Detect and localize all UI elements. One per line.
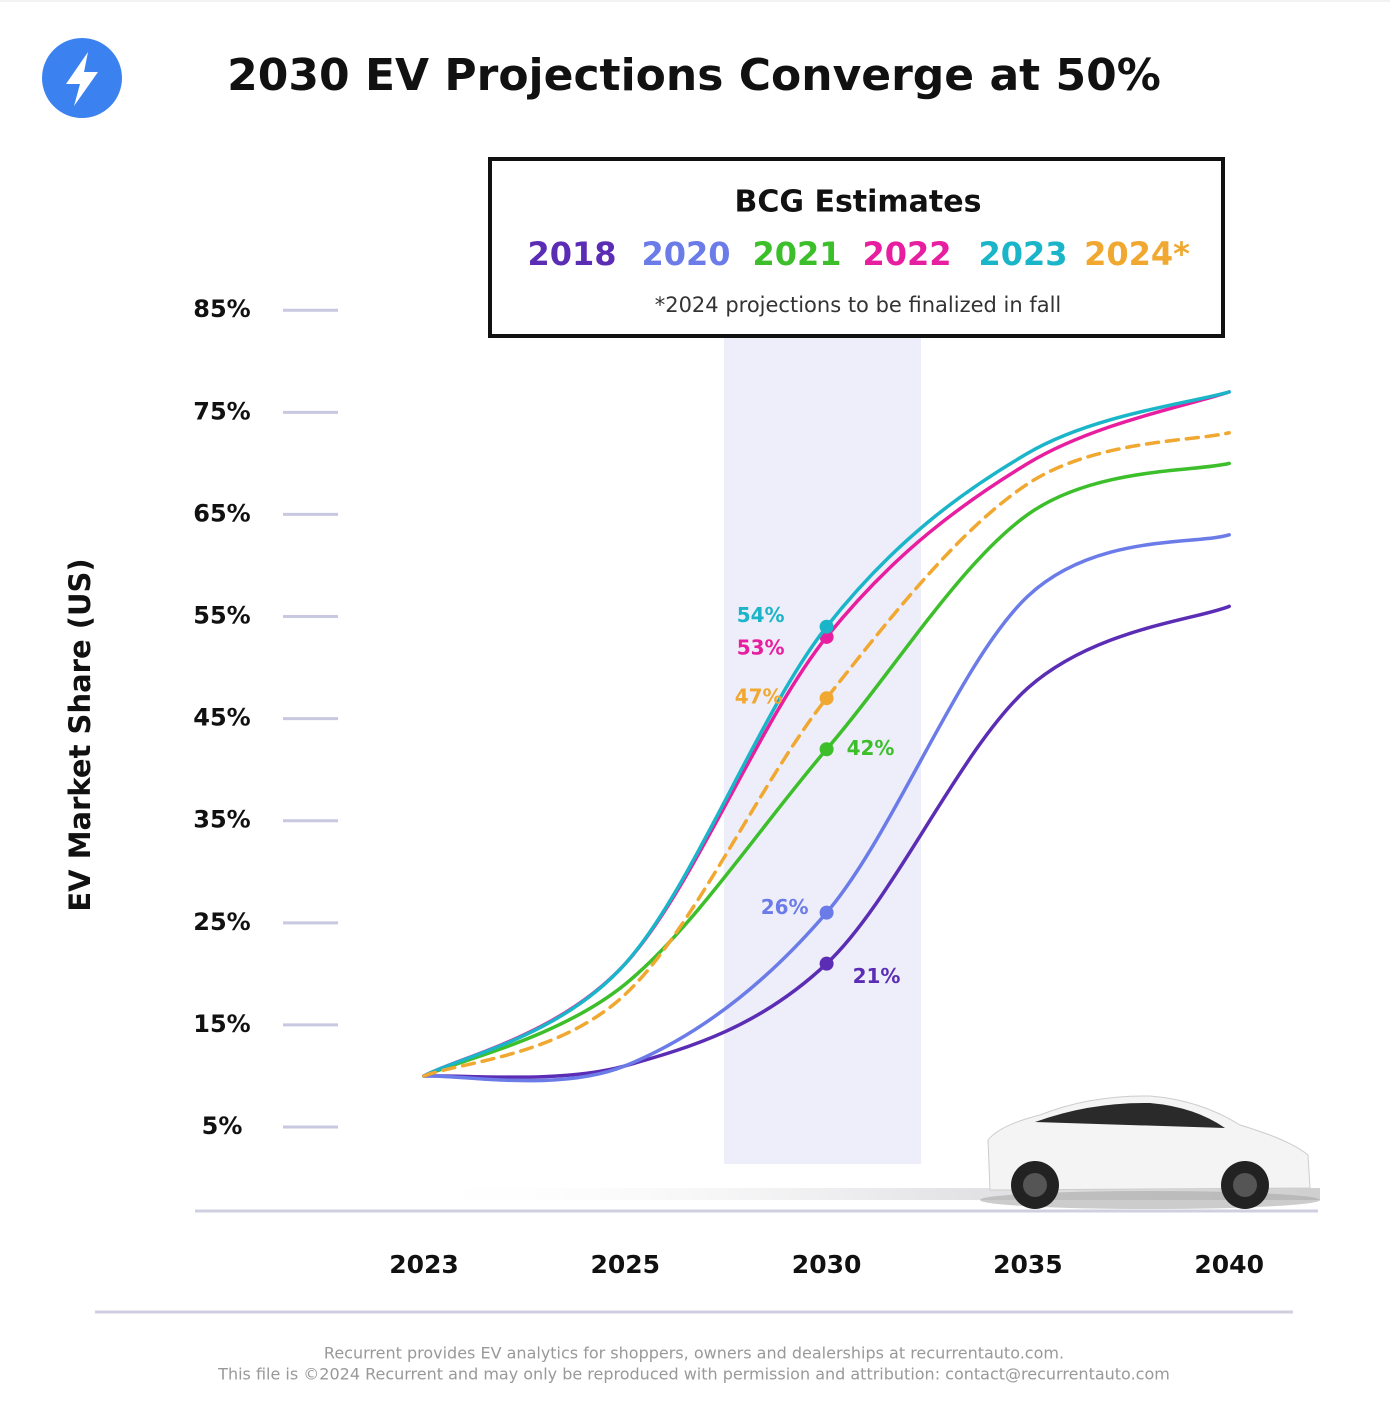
footer-line: Recurrent provides EV analytics for shop… [324, 1344, 1064, 1363]
x-tick-label: 2035 [993, 1250, 1063, 1279]
car [980, 1095, 1320, 1209]
y-tick-label: 75% [193, 397, 250, 425]
series-line [422, 430, 1231, 1078]
legend-entry: 2020 [641, 235, 730, 273]
chart-title: 2030 EV Projections Converge at 50% [227, 50, 1161, 101]
legend-entry: 2022 [862, 235, 951, 273]
series-line [422, 604, 1231, 1079]
y-tick-label: 65% [193, 499, 250, 527]
data-label: 42% [847, 736, 895, 760]
data-point [819, 956, 834, 971]
data-point [819, 905, 834, 920]
legend-entry: 2023 [978, 235, 1067, 273]
data-point [819, 619, 834, 634]
data-label: 53% [737, 635, 785, 659]
y-tick-label: 15% [193, 1010, 250, 1038]
data-point [819, 691, 834, 706]
data-label: 54% [737, 603, 785, 627]
legend-title: BCG Estimates [735, 185, 982, 220]
legend-entry: 2018 [527, 235, 616, 273]
x-tick-label: 2040 [1194, 1250, 1264, 1279]
data-label: 47% [735, 685, 783, 709]
legend [488, 157, 1225, 338]
plot-area: 21% 26% 42% 53% 54% 47% [422, 390, 1231, 1083]
y-tick-label: 55% [193, 602, 250, 630]
data-point [819, 742, 834, 757]
y-tick-label: 45% [193, 704, 250, 732]
y-axis-label: EV Market Share (US) [63, 558, 97, 911]
footer-line: This file is ©2024 Recurrent and may onl… [217, 1365, 1170, 1384]
x-tick-label: 2030 [792, 1250, 862, 1279]
data-label: 21% [853, 964, 901, 988]
y-tick-label: 5% [202, 1112, 243, 1140]
data-label: 26% [761, 895, 809, 919]
y-tick-label: 85% [193, 295, 250, 323]
y-tick-label: 25% [193, 908, 250, 936]
series-line [422, 390, 1231, 1078]
legend-note: *2024 projections to be finalized in fal… [655, 293, 1062, 317]
y-tick-label: 35% [193, 806, 250, 834]
legend-entry: 2024* [1084, 235, 1190, 273]
series-line [422, 533, 1231, 1083]
x-tick-label: 2023 [389, 1250, 459, 1279]
logo [42, 38, 122, 118]
x-tick-label: 2025 [591, 1250, 661, 1279]
legend-entry: 2021 [752, 235, 841, 273]
